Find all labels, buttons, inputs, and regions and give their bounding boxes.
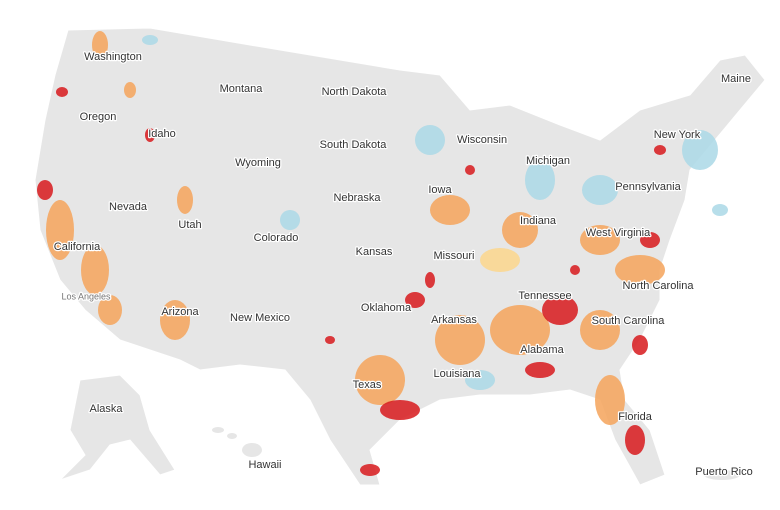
shaded-region: [37, 180, 53, 200]
shaded-region: [525, 160, 555, 200]
state-label: Oregon: [80, 111, 117, 123]
shaded-region: [56, 87, 68, 97]
shaded-region: [615, 255, 665, 285]
shaded-region: [542, 295, 578, 325]
state-label: Montana: [220, 83, 264, 95]
shaded-region: [142, 35, 158, 45]
state-label: Washington: [84, 51, 142, 63]
us-outline: [34, 27, 766, 486]
state-label: Texas: [353, 379, 382, 391]
shaded-region: [280, 210, 300, 230]
state-label: Utah: [178, 219, 201, 231]
shaded-region: [465, 165, 475, 175]
shaded-region: [380, 400, 420, 420]
shaded-region: [480, 248, 520, 272]
shaded-region: [92, 31, 108, 59]
state-label: Arkansas: [431, 314, 477, 326]
shaded-region: [145, 128, 155, 142]
shaded-region: [582, 175, 618, 205]
island: [242, 443, 262, 457]
state-label: Wisconsin: [457, 134, 507, 146]
state-label: Nebraska: [333, 192, 381, 204]
shaded-region: [325, 336, 335, 344]
shaded-region: [360, 464, 380, 476]
shaded-region: [177, 186, 193, 214]
shaded-region: [640, 232, 660, 248]
state-label: Puerto Rico: [695, 466, 752, 478]
shaded-region: [124, 82, 136, 98]
shaded-region: [425, 272, 435, 288]
shaded-region: [580, 310, 620, 350]
shaded-region: [81, 245, 109, 295]
island: [212, 427, 224, 433]
shaded-region: [355, 355, 405, 405]
state-label: Indiana: [520, 215, 557, 227]
shaded-region: [415, 125, 445, 155]
state-label: Wyoming: [235, 157, 281, 169]
shaded-region: [595, 375, 625, 425]
state-label: Pennsylvania: [615, 181, 681, 193]
state-label: South Dakota: [320, 139, 388, 151]
shaded-region: [490, 305, 550, 355]
shaded-region: [625, 425, 645, 455]
state-label: Michigan: [526, 155, 570, 167]
shaded-region: [405, 292, 425, 308]
state-label: Colorado: [254, 232, 299, 244]
shaded-region: [570, 265, 580, 275]
labels: Washington Montana North Dakota Maine Or…: [53, 50, 754, 480]
state-label: Florida: [618, 411, 653, 423]
alaska: [59, 374, 176, 481]
puerto-rico: [704, 470, 740, 480]
shaded-region: [632, 335, 648, 355]
state-label: Arizona: [161, 306, 199, 318]
state-label: Nevada: [109, 201, 148, 213]
state-label: Louisiana: [433, 368, 481, 380]
state-label: New Mexico: [230, 312, 290, 324]
shaded-region: [712, 204, 728, 216]
shaded-regions: [37, 31, 728, 476]
hawaii: [212, 427, 262, 457]
state-label: Alaska: [89, 403, 123, 415]
state-label: Iowa: [428, 184, 452, 196]
shaded-region: [580, 225, 620, 255]
shaded-region: [465, 370, 495, 390]
shaded-region: [430, 195, 470, 225]
shaded-region: [502, 212, 538, 248]
state-label: West Virginia: [586, 227, 651, 239]
shaded-region: [98, 295, 122, 325]
state-label: North Dakota: [322, 86, 388, 98]
state-label: Hawaii: [248, 459, 281, 471]
state-label: California: [54, 241, 101, 253]
shaded-region: [525, 362, 555, 378]
state-label: Alabama: [520, 344, 564, 356]
state-label: Idaho: [148, 128, 176, 140]
shaded-region: [435, 315, 485, 365]
city-label: Los Angeles: [61, 291, 111, 301]
shaded-region: [46, 200, 74, 260]
state-label: Oklahoma: [361, 302, 412, 314]
island: [227, 433, 237, 439]
state-label: North Carolina: [623, 280, 695, 292]
state-label: Maine: [721, 73, 751, 85]
shaded-region: [682, 130, 718, 170]
state-label: Tennessee: [518, 290, 571, 302]
shaded-region: [160, 300, 190, 340]
shaded-region: [654, 145, 666, 155]
state-label: South Carolina: [592, 315, 666, 327]
state-label: New York: [654, 129, 701, 141]
state-label: Kansas: [356, 246, 393, 258]
state-label: Missouri: [434, 250, 475, 262]
